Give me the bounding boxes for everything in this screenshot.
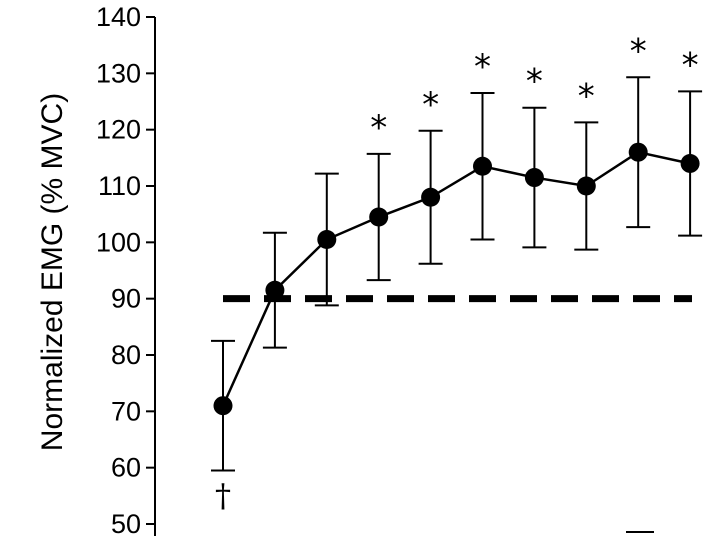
data-point xyxy=(317,230,337,250)
y-tick-label: 110 xyxy=(98,171,141,201)
y-tick-label: 140 xyxy=(96,2,141,32)
data-point xyxy=(524,168,544,188)
data-point xyxy=(628,142,648,162)
asterisk-marker: * xyxy=(370,108,387,148)
y-tick-label: 70 xyxy=(111,396,141,426)
data-point xyxy=(265,280,285,300)
asterisk-marker: * xyxy=(630,31,647,71)
asterisk-marker: * xyxy=(422,85,439,125)
data-point xyxy=(576,176,596,196)
y-tick-label: 50 xyxy=(111,509,141,536)
data-point xyxy=(680,153,700,173)
series-line xyxy=(221,150,691,407)
y-tick-label: 130 xyxy=(96,58,141,88)
asterisk-marker: * xyxy=(682,45,699,85)
y-tick-label: 90 xyxy=(111,284,141,314)
y-tick-label: 80 xyxy=(111,340,141,370)
data-points xyxy=(213,142,700,416)
y-tick-label: 120 xyxy=(96,115,141,145)
y-axis: 50 60 70 80 90 100 110 120 130 140 xyxy=(96,2,156,536)
data-point xyxy=(421,187,441,207)
y-tick-label: 100 xyxy=(96,227,141,257)
asterisk-marker: * xyxy=(474,47,491,87)
data-point xyxy=(369,207,389,227)
y-axis-label: Normalized EMG (% MVC) xyxy=(36,93,69,451)
data-point xyxy=(473,156,492,176)
significance-markers: † * * * * * * * xyxy=(215,31,699,514)
dagger-marker: † xyxy=(215,476,231,514)
asterisk-marker: * xyxy=(578,76,595,116)
error-bars xyxy=(211,76,703,472)
y-tick-label: 60 xyxy=(111,453,141,483)
data-point xyxy=(213,396,233,416)
asterisk-marker: * xyxy=(526,62,543,102)
